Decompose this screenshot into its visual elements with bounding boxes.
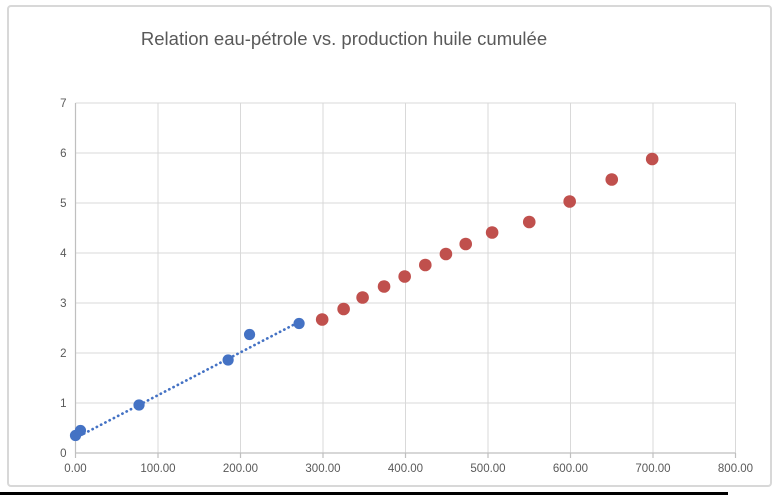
x-tick-label: 700.00 <box>635 463 670 475</box>
x-tick-label: 0.00 <box>64 463 86 475</box>
y-tick-label: 4 <box>60 248 67 260</box>
chart-svg[interactable]: 0.00 100.00 200.00 300.00 400.00 500.00 600.00… <box>9 7 770 485</box>
trendline[interactable] <box>74 320 302 440</box>
x-tick-label: 200.00 <box>223 463 258 475</box>
data-point-serie-bleue[interactable] <box>293 317 305 330</box>
x-tick-label: 800.00 <box>718 463 753 475</box>
data-point-serie-rouge[interactable] <box>522 215 536 229</box>
x-tick-label: 400.00 <box>388 463 423 475</box>
chart-frame[interactable]: 0.00 100.00 200.00 300.00 400.00 500.00 600.00… <box>7 5 772 487</box>
y-tick-label: 3 <box>60 298 66 310</box>
y-tick-label: 0 <box>60 448 66 460</box>
horizontal-rule <box>0 492 728 495</box>
data-point-serie-rouge[interactable] <box>398 270 411 283</box>
data-point-serie-bleue[interactable] <box>74 424 87 437</box>
data-point-serie-rouge[interactable] <box>439 247 453 261</box>
data-point-serie-rouge[interactable] <box>337 302 350 316</box>
data-point-serie-rouge[interactable] <box>459 237 473 251</box>
x-tick-label: 300.00 <box>305 463 340 475</box>
data-point-serie-bleue[interactable] <box>222 354 234 366</box>
data-point-serie-rouge[interactable] <box>377 280 391 293</box>
data-point-serie-rouge[interactable] <box>605 173 619 186</box>
y-tick-label: 7 <box>60 98 66 110</box>
tick-labels-layer: 0.00 100.00 200.00 300.00 400.00 500.00 600.00… <box>60 98 753 475</box>
axes-layer <box>74 103 737 458</box>
y-tick-label: 6 <box>60 148 66 160</box>
y-tick-label: 2 <box>60 348 66 360</box>
data-point-serie-rouge[interactable] <box>419 258 432 272</box>
data-point-serie-rouge[interactable] <box>315 313 329 326</box>
data-point-serie-bleue[interactable] <box>133 399 145 411</box>
y-tick-label: 5 <box>60 198 66 210</box>
gridlines-layer <box>75 102 736 453</box>
data-point-serie-rouge[interactable] <box>356 291 369 304</box>
data-point-serie-bleue[interactable] <box>243 328 256 341</box>
chart-title: Relation eau-pétrole vs. production huil… <box>141 28 547 49</box>
y-tick-label: 1 <box>60 398 66 410</box>
data-point-serie-rouge[interactable] <box>563 195 576 208</box>
trendline-layer <box>74 320 302 440</box>
data-point-serie-rouge[interactable] <box>485 226 499 239</box>
x-tick-label: 100.00 <box>140 463 175 475</box>
x-tick-label: 600.00 <box>553 463 588 475</box>
points-layer <box>69 152 659 442</box>
x-tick-label: 500.00 <box>470 463 505 475</box>
data-point-serie-rouge[interactable] <box>645 152 659 166</box>
